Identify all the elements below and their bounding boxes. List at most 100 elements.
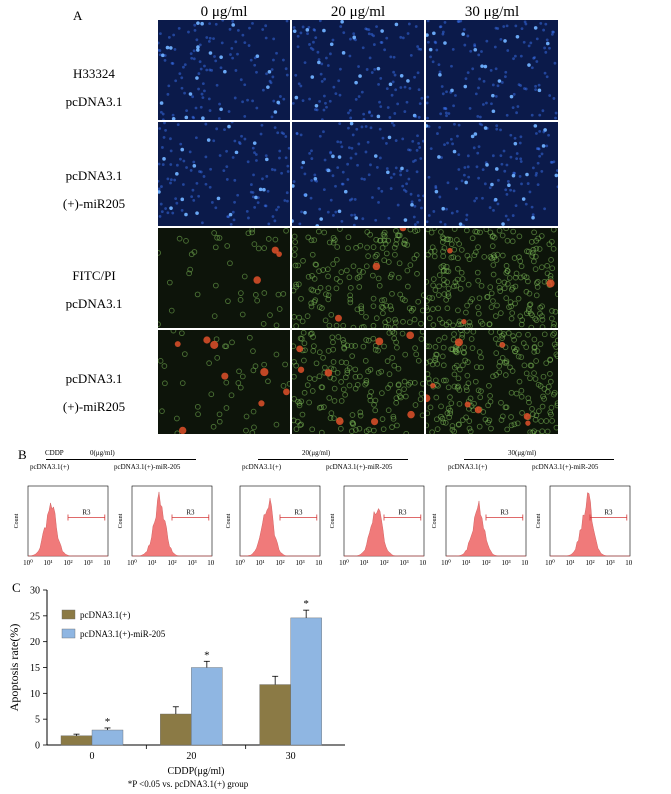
x-tick-label: 10³ bbox=[295, 559, 304, 567]
significance-marker: * bbox=[204, 649, 210, 661]
legend-swatch-1 bbox=[61, 628, 76, 639]
count-label: Count bbox=[330, 513, 336, 528]
gate-label: R3 bbox=[186, 509, 195, 517]
flow-histogram-0-0: R3 Count 10⁰ 10¹ 10² 10³ 10⁴ bbox=[14, 485, 110, 567]
x-tick-label: 0 bbox=[90, 751, 95, 762]
y-tick-label: 30 bbox=[30, 586, 40, 597]
flow-subgroup-label: pcDNA3.1(+) bbox=[242, 463, 282, 471]
bar-1-1 bbox=[191, 667, 223, 746]
flow-group-label-0: 0(μg/ml) bbox=[90, 449, 115, 457]
flow-group-line-1 bbox=[258, 459, 408, 460]
x-tick-label: 20 bbox=[186, 751, 196, 762]
micrograph-r4-c2 bbox=[292, 330, 424, 434]
count-label: Count bbox=[14, 513, 20, 528]
bar-1-0 bbox=[160, 713, 192, 746]
micrograph-r2-c2 bbox=[292, 122, 424, 226]
concentration-label-20: 20 μg/ml bbox=[330, 4, 386, 20]
x-tick-label: 10¹ bbox=[359, 559, 368, 567]
x-tick-label: 10³ bbox=[83, 559, 92, 567]
row-label-3: FITC/PI pcDNA3.1 bbox=[65, 268, 123, 311]
x-tick-label: 10⁴ bbox=[315, 559, 322, 567]
x-tick-label: 10⁴ bbox=[419, 559, 426, 567]
flow-histogram-1-0: R3 Count 10⁰ 10¹ 10² 10³ 10⁴ bbox=[226, 485, 322, 567]
count-label: Count bbox=[432, 513, 438, 528]
x-tick-label: 10⁴ bbox=[207, 559, 214, 567]
y-axis-label: Apoptosis rate(%) bbox=[7, 624, 21, 712]
micrograph-r1-c1 bbox=[158, 20, 290, 120]
x-tick-label: 10³ bbox=[605, 559, 614, 567]
x-tick-label: 10² bbox=[379, 559, 388, 567]
micrograph-r3-c3 bbox=[426, 228, 558, 328]
footnote: *P <0.05 vs. pcDNA3.1(+) group bbox=[128, 779, 249, 789]
row-label-4: pcDNA3.1 (+)-miR205 bbox=[62, 371, 126, 414]
micrograph-r2-c1 bbox=[158, 122, 290, 226]
gate-label: R3 bbox=[500, 509, 509, 517]
gate-label: R3 bbox=[604, 509, 613, 517]
x-tick-label: 10¹ bbox=[461, 559, 470, 567]
flow-subgroup-label: pcDNA3.1(+)-miR-205 bbox=[326, 463, 393, 471]
flow-group-label-2: 30(μg/ml) bbox=[508, 449, 537, 457]
concentration-label-30: 30 μg/ml bbox=[464, 4, 520, 20]
micrograph-r4-c1 bbox=[158, 330, 290, 434]
x-tick-label: 10⁰ bbox=[235, 559, 245, 567]
bar-0-1 bbox=[91, 729, 124, 746]
panel-b-letter: B bbox=[18, 447, 27, 462]
flow-histogram-0-1: R3 Count 10⁰ 10¹ 10² 10³ 10⁴ bbox=[118, 485, 214, 567]
x-tick-label: 10⁰ bbox=[441, 559, 451, 567]
x-tick-label: 10⁰ bbox=[545, 559, 555, 567]
flow-group-label-1: 20(μg/ml) bbox=[302, 449, 331, 457]
row-label-1: H33324 pcDNA3.1 bbox=[65, 66, 123, 109]
x-tick-label: 10² bbox=[167, 559, 176, 567]
apoptosis-bar-chart: 0 5 10 15 20 25 30 * 0 * 20 * 30 Apoptosis rate(%) CDD… bbox=[7, 586, 345, 789]
bar-2-0 bbox=[259, 684, 291, 746]
x-tick-label: 10¹ bbox=[43, 559, 52, 567]
significance-marker: * bbox=[105, 716, 111, 728]
x-tick-label: 10¹ bbox=[147, 559, 156, 567]
legend-label-1: pcDNA3.1(+)-miR-205 bbox=[80, 629, 166, 639]
significance-marker: * bbox=[303, 598, 309, 610]
count-label: Count bbox=[536, 513, 542, 528]
cddp-label: CDDP bbox=[45, 449, 64, 457]
bar-2-1 bbox=[290, 617, 322, 746]
x-tick-label: 10² bbox=[63, 559, 72, 567]
flow-group-line-0 bbox=[46, 459, 196, 460]
gate-label: R3 bbox=[82, 509, 91, 517]
x-tick-label: 10⁰ bbox=[339, 559, 349, 567]
flow-histogram-2-1: R3 Count 10⁰ 10¹ 10² 10³ 10⁴ bbox=[536, 485, 632, 567]
x-tick-label: 10³ bbox=[187, 559, 196, 567]
x-tick-label: 30 bbox=[286, 751, 296, 762]
y-tick-label: 5 bbox=[35, 715, 40, 726]
x-tick-label: 10⁴ bbox=[625, 559, 632, 567]
y-tick-label: 20 bbox=[30, 637, 40, 648]
bar-0-0 bbox=[60, 735, 93, 746]
flow-subgroup-label: pcDNA3.1(+)-miR-205 bbox=[114, 463, 181, 471]
gate-label: R3 bbox=[398, 509, 407, 517]
legend-swatch-0 bbox=[61, 609, 76, 620]
y-tick-label: 15 bbox=[30, 663, 40, 674]
y-tick-label: 0 bbox=[35, 741, 40, 752]
x-tick-label: 10³ bbox=[501, 559, 510, 567]
x-axis-label: CDDP(μg/ml) bbox=[167, 766, 224, 777]
x-tick-label: 10² bbox=[585, 559, 594, 567]
x-tick-label: 10¹ bbox=[565, 559, 574, 567]
flow-subgroup-label: pcDNA3.1(+) bbox=[448, 463, 488, 471]
x-tick-label: 10⁰ bbox=[23, 559, 33, 567]
flow-histogram-2-0: R3 Count 10⁰ 10¹ 10² 10³ 10⁴ bbox=[432, 485, 528, 567]
count-label: Count bbox=[226, 513, 232, 528]
flow-subgroup-label: pcDNA3.1(+) bbox=[30, 463, 70, 471]
x-tick-label: 10¹ bbox=[255, 559, 264, 567]
flow-group-line-2 bbox=[464, 459, 614, 460]
concentration-label-0: 0 μg/ml bbox=[200, 4, 248, 20]
legend-label-0: pcDNA3.1(+) bbox=[80, 610, 130, 620]
micrograph-r3-c2 bbox=[292, 228, 424, 328]
count-label: Count bbox=[118, 513, 124, 528]
micrograph-r1-c3 bbox=[426, 20, 558, 120]
micrograph-r2-c3 bbox=[426, 122, 558, 226]
flow-subgroup-label: pcDNA3.1(+)-miR-205 bbox=[532, 463, 599, 471]
y-tick-label: 25 bbox=[30, 611, 40, 622]
panel-c-letter: C bbox=[12, 580, 21, 595]
flow-histogram-1-1: R3 Count 10⁰ 10¹ 10² 10³ 10⁴ bbox=[330, 485, 426, 567]
y-tick-label: 10 bbox=[30, 689, 40, 700]
micrograph-r4-c3 bbox=[426, 330, 558, 434]
x-tick-label: 10³ bbox=[399, 559, 408, 567]
